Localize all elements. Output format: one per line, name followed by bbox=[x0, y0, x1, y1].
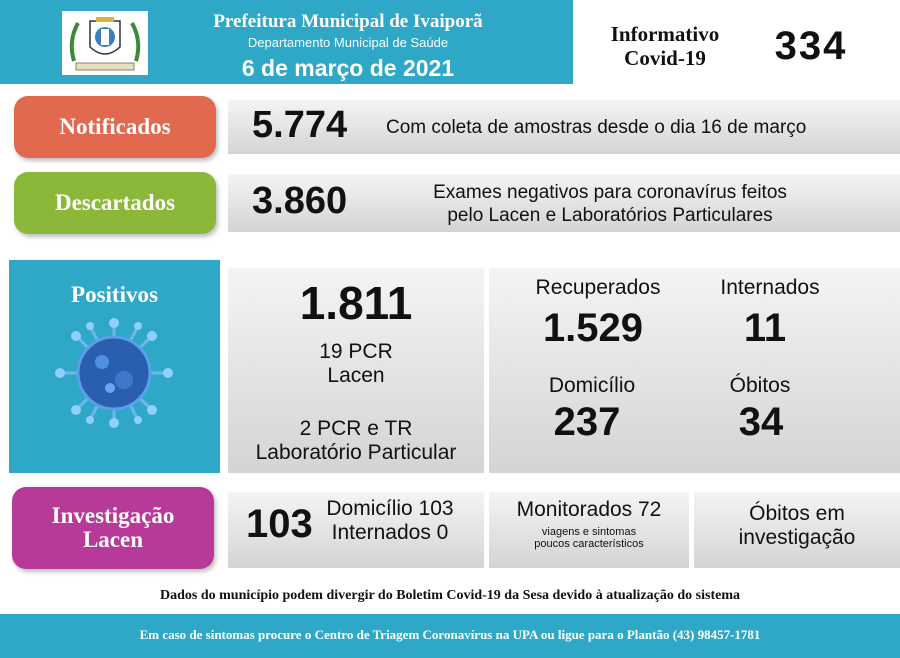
descartados-description-line-1: Exames negativos para coronavírus feitos bbox=[433, 182, 787, 203]
notificados-panel bbox=[228, 100, 900, 154]
positivos-label: Positivos bbox=[71, 282, 158, 307]
monitorados-note: viagens e sintomas poucos característico… bbox=[489, 526, 689, 550]
positivos-lab-line-2: Laboratório Particular bbox=[255, 441, 457, 464]
monitorados-note-line-2: poucos característicos bbox=[534, 538, 644, 550]
obitos-investigacao-panel bbox=[694, 492, 900, 568]
descartados-panel bbox=[228, 174, 900, 232]
investigacao-domicilio: Domicílio 103 bbox=[326, 497, 454, 520]
department-subtitle: Departamento Municipal de Saúde bbox=[247, 35, 449, 50]
notificados-description: Com coleta de amostras desde o dia 16 de… bbox=[386, 117, 807, 138]
municipal-crest-logo bbox=[62, 11, 148, 75]
obitos-label: Óbitos bbox=[729, 374, 791, 397]
investigacao-internados: Internados 0 bbox=[331, 521, 449, 544]
investigacao-value: 103 bbox=[246, 502, 313, 546]
positivos-lacen: 19 PCR Lacen bbox=[228, 340, 484, 388]
bulletin-number: 334 bbox=[774, 24, 848, 68]
investigacao-pill: Investigação Lacen bbox=[12, 487, 214, 569]
descartados-description: Exames negativos para coronavírus feitos… bbox=[400, 181, 820, 227]
info-label: Informativo Covid-19 bbox=[585, 22, 745, 70]
positivos-lab-line-1: 2 PCR e TR bbox=[299, 417, 413, 440]
positivos-lacen-line-2: Lacen bbox=[327, 364, 385, 387]
footer-text: Em caso de sintomas procure o Centro de … bbox=[139, 627, 761, 642]
crest-icon bbox=[69, 17, 141, 71]
notificados-label: Notificados bbox=[59, 114, 171, 139]
investigacao-label-line-2: Lacen bbox=[82, 527, 144, 552]
notificados-value: 5.774 bbox=[252, 104, 348, 146]
obitos-value: 34 bbox=[738, 400, 784, 444]
monitorados-label: Monitorados 72 bbox=[516, 498, 662, 521]
info-label-line-1: Informativo bbox=[610, 22, 720, 46]
descartados-value: 3.860 bbox=[252, 180, 348, 222]
obitos-investigacao-line-2: investigação bbox=[738, 526, 856, 549]
monitorados-note-line-1: viagens e sintomas bbox=[541, 526, 637, 538]
descartados-label: Descartados bbox=[54, 190, 176, 215]
notificados-pill: Notificados bbox=[14, 96, 216, 158]
investigacao-panel bbox=[228, 492, 484, 568]
info-box bbox=[573, 0, 900, 84]
obitos-investigacao-line-1: Óbitos em bbox=[749, 502, 845, 525]
recuperados-value: 1.529 bbox=[542, 306, 644, 350]
bulletin-date: 6 de março de 2021 bbox=[241, 55, 455, 81]
info-label-line-2: Covid-19 bbox=[624, 46, 706, 70]
domicilio-value: 237 bbox=[553, 400, 621, 444]
obitos-investigacao: Óbitos em investigação bbox=[694, 502, 900, 550]
disclaimer-text: Dados do município podem divergir do Bol… bbox=[159, 588, 740, 603]
positivos-lacen-line-1: 19 PCR bbox=[319, 340, 393, 363]
recuperados-label: Recuperados bbox=[535, 276, 661, 299]
investigacao-label-line-1: Investigação bbox=[51, 503, 175, 528]
positivos-value: 1.811 bbox=[299, 277, 413, 329]
descartados-description-line-2: pelo Lacen e Laboratórios Particulares bbox=[447, 205, 773, 226]
positivos-laboratorio: 2 PCR e TR Laboratório Particular bbox=[228, 417, 484, 465]
domicilio-label: Domicílio bbox=[548, 374, 636, 397]
status-panel bbox=[489, 268, 900, 473]
municipality-title: Prefeitura Municipal de Ivaiporã bbox=[213, 11, 483, 32]
descartados-pill: Descartados bbox=[14, 172, 216, 234]
positivos-total-panel bbox=[228, 268, 484, 473]
investigacao-breakdown: Domicílio 103 Internados 0 bbox=[318, 497, 462, 545]
coronavirus-icon bbox=[55, 318, 173, 428]
monitorados-panel bbox=[489, 492, 689, 568]
footer-bar bbox=[0, 614, 900, 658]
internados-label: Internados bbox=[720, 276, 820, 299]
internados-value: 11 bbox=[743, 306, 787, 350]
